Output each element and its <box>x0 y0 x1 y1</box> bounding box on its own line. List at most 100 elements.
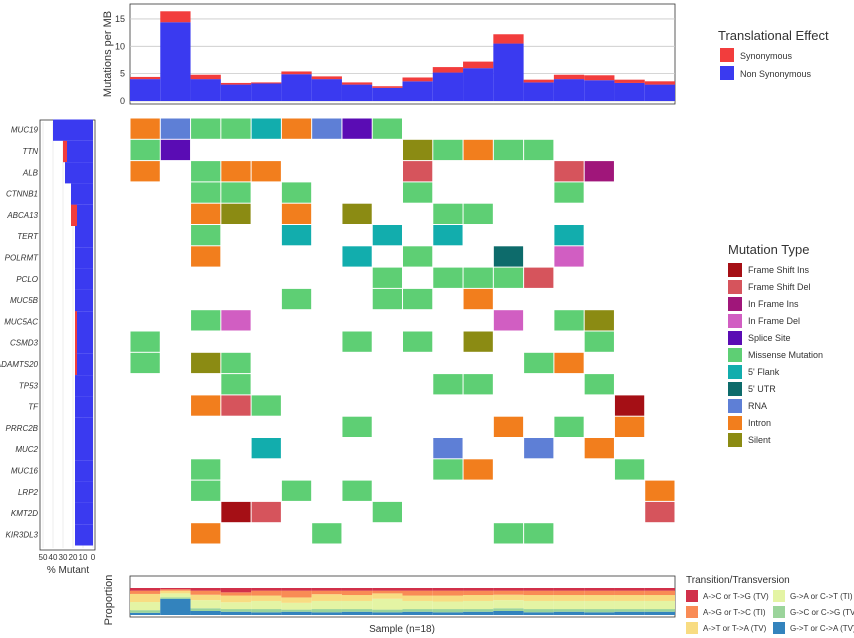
mutation-cell-abca13-silent <box>221 203 251 224</box>
titv-segment-g-c-or-c-g-tv <box>372 609 403 613</box>
mutation-cell-csmd3-missense-mutation <box>584 331 614 352</box>
mutation-cell-muc5ac-in-frame-del <box>493 310 524 331</box>
mutation-cell-polrmt-in-frame-del <box>554 246 584 267</box>
mutation-cell-abca13-missense-mutation <box>463 203 493 224</box>
mutation-cell-polrmt-missense-mutation <box>403 246 433 267</box>
titv-segment-a-c-or-t-g-tv <box>402 588 433 591</box>
titv-segment-g-a-or-c-t-ti <box>523 600 554 610</box>
mutation-cell-ttn-silent <box>403 139 433 161</box>
mutation-cell-lrp2-missense-mutation <box>342 480 372 501</box>
mutation-cell-csmd3-missense-mutation <box>342 331 372 352</box>
tmb-y-tick-label: 15 <box>115 14 125 24</box>
mutation-cell-abca13-silent <box>342 203 372 224</box>
percent-mutant-bar-csmd3 <box>75 332 93 354</box>
mutation-cell-muc16-missense-mutation <box>433 459 463 480</box>
titv-segment-a-c-or-t-g-tv <box>644 588 675 591</box>
titv-segment-a-t-or-t-a-tv <box>311 594 342 601</box>
titv-legend-label-a-t-or-t-a-tv: A->T or T->A (TV) <box>703 624 767 633</box>
titv-segment-a-c-or-t-g-tv <box>372 588 403 591</box>
mutation-type-legend: Mutation Type Frame Shift Ins Frame Shift… <box>728 242 823 447</box>
gene-label-abca13: ABCA13 <box>6 211 38 220</box>
mutation-cell-tp53-missense-mutation <box>433 374 463 395</box>
mutation-cell-muc16-missense-mutation <box>614 459 645 480</box>
mutation-legend-swatch-intron <box>728 416 742 430</box>
titv-segment-a-t-or-t-a-tv <box>220 595 252 603</box>
mutation-legend-swatch-5-flank <box>728 365 742 379</box>
titv-segment-g-c-or-c-g-tv <box>281 609 312 612</box>
mutation-cell-muc5b-missense-mutation <box>403 288 433 310</box>
mutation-cell-muc2-rna <box>433 438 463 459</box>
titv-segment-a-c-or-t-g-tv <box>432 588 464 591</box>
tmb-bar-synonymous <box>463 61 494 69</box>
mutation-cell-kmt2d-frame-shift-ins <box>221 501 251 523</box>
percent-mutant-panel: 50 40 30 20 10 0 % Mutant <box>39 119 96 576</box>
tmb-bar-nonsynonymous <box>372 87 403 101</box>
titv-segment-g-c-or-c-g-tv <box>220 609 252 612</box>
mutation-cell-pclo-frame-shift-del <box>524 267 554 288</box>
titv-segment-g-a-or-c-t-ti <box>584 600 615 610</box>
tmb-bar-synonymous <box>644 81 675 85</box>
mutation-cell-adamts20-silent <box>191 352 221 374</box>
mutation-cell-muc19-intron <box>130 118 160 139</box>
percent-mutant-bar-adamts20 <box>75 353 93 376</box>
titv-segment-g-c-or-c-g-tv <box>463 609 494 612</box>
tmb-bar-nonsynonymous <box>341 84 373 101</box>
titv-segment-a-c-or-t-g-tv <box>614 588 645 591</box>
titv-segment-g-t-or-c-a-tv <box>130 612 161 615</box>
titv-segment-g-c-or-c-g-tv <box>311 609 342 613</box>
mutation-cell-tp53-missense-mutation <box>221 374 251 395</box>
tmb-bar-nonsynonymous <box>281 74 312 101</box>
titv-segment-a-t-or-t-a-tv <box>523 595 554 601</box>
tmb-bar-synonymous <box>341 82 373 85</box>
titv-segment-g-t-or-c-a-tv <box>463 611 494 615</box>
titv-segment-g-t-or-c-a-tv <box>523 612 554 615</box>
mutation-legend-swatch-frame-shift-ins <box>728 263 742 277</box>
titv-segment-g-t-or-c-a-tv <box>190 610 221 615</box>
titv-segment-a-c-or-t-g-tv <box>523 588 554 591</box>
titv-segment-a-g-or-t-c-ti <box>220 592 252 596</box>
mutation-cell-alb-missense-mutation <box>191 161 221 182</box>
gene-label-lrp2: LRP2 <box>18 488 39 497</box>
percent-mutant-synonymous-muc5ac <box>75 311 77 333</box>
titv-segment-a-t-or-t-a-tv <box>341 595 373 601</box>
percent-mutant-synonymous-adamts20 <box>75 353 77 376</box>
mutation-legend-label-frame-shift-ins: Frame Shift Ins <box>748 265 810 275</box>
gene-label-muc16: MUC16 <box>11 466 39 475</box>
titv-segment-g-a-or-c-t-ti <box>220 602 252 610</box>
mutation-cell-muc5ac-missense-mutation <box>554 310 584 331</box>
mutation-cell-polrmt-5-flank <box>342 246 372 267</box>
mutation-cell-tf-intron <box>191 395 221 416</box>
gene-label-muc5ac: MUC5AC <box>4 317 38 326</box>
tmb-bar-synonymous <box>553 74 585 80</box>
gene-label-tf: TF <box>28 403 39 412</box>
titv-segment-a-g-or-t-c-ti <box>463 590 494 596</box>
percent-mutant-bar-muc16 <box>75 460 93 482</box>
titv-legend-label-a-g-or-t-c-ti: A->G or T->C (TI) <box>703 608 766 617</box>
tmb-bar-synonymous <box>523 79 554 83</box>
mutation-cell-ctnnb1-missense-mutation <box>554 182 584 203</box>
titv-segment-a-c-or-t-g-tv <box>251 588 282 591</box>
tmb-bar-synonymous <box>281 71 312 75</box>
mutation-cell-adamts20-missense-mutation <box>524 352 554 374</box>
titv-segment-a-c-or-t-g-tv <box>493 588 524 591</box>
mutation-cell-tp53-missense-mutation <box>584 374 614 395</box>
gene-label-kir3dl3: KIR3DL3 <box>6 530 39 539</box>
mutation-cell-ttn-intron <box>463 139 493 161</box>
legend-label-synonymous: Synonymous <box>740 51 793 61</box>
tmb-bar-nonsynonymous <box>220 84 252 101</box>
titv-segment-a-g-or-t-c-ti <box>614 590 645 596</box>
mutation-cell-kir3dl3-missense-mutation <box>312 523 342 544</box>
tmb-bar-nonsynonymous <box>493 43 524 101</box>
mutation-heatmap <box>130 118 675 544</box>
mutation-cell-kmt2d-frame-shift-del <box>251 501 281 523</box>
mutation-legend-label-missense-mutation: Missense Mutation <box>748 350 823 360</box>
titv-segment-a-g-or-t-c-ti <box>584 590 615 596</box>
titv-segment-g-t-or-c-a-tv <box>614 611 645 615</box>
tmb-bar-nonsynonymous <box>523 82 554 101</box>
titv-segment-a-c-or-t-g-tv <box>220 588 252 593</box>
mutation-legend-label-5-flank: 5' Flank <box>748 367 780 377</box>
mutation-cell-muc2-intron <box>584 438 614 459</box>
legend-swatch-non-synonymous <box>720 66 734 80</box>
titv-segment-g-t-or-c-a-tv <box>251 612 282 615</box>
titv-segment-g-t-or-c-a-tv <box>311 612 342 615</box>
